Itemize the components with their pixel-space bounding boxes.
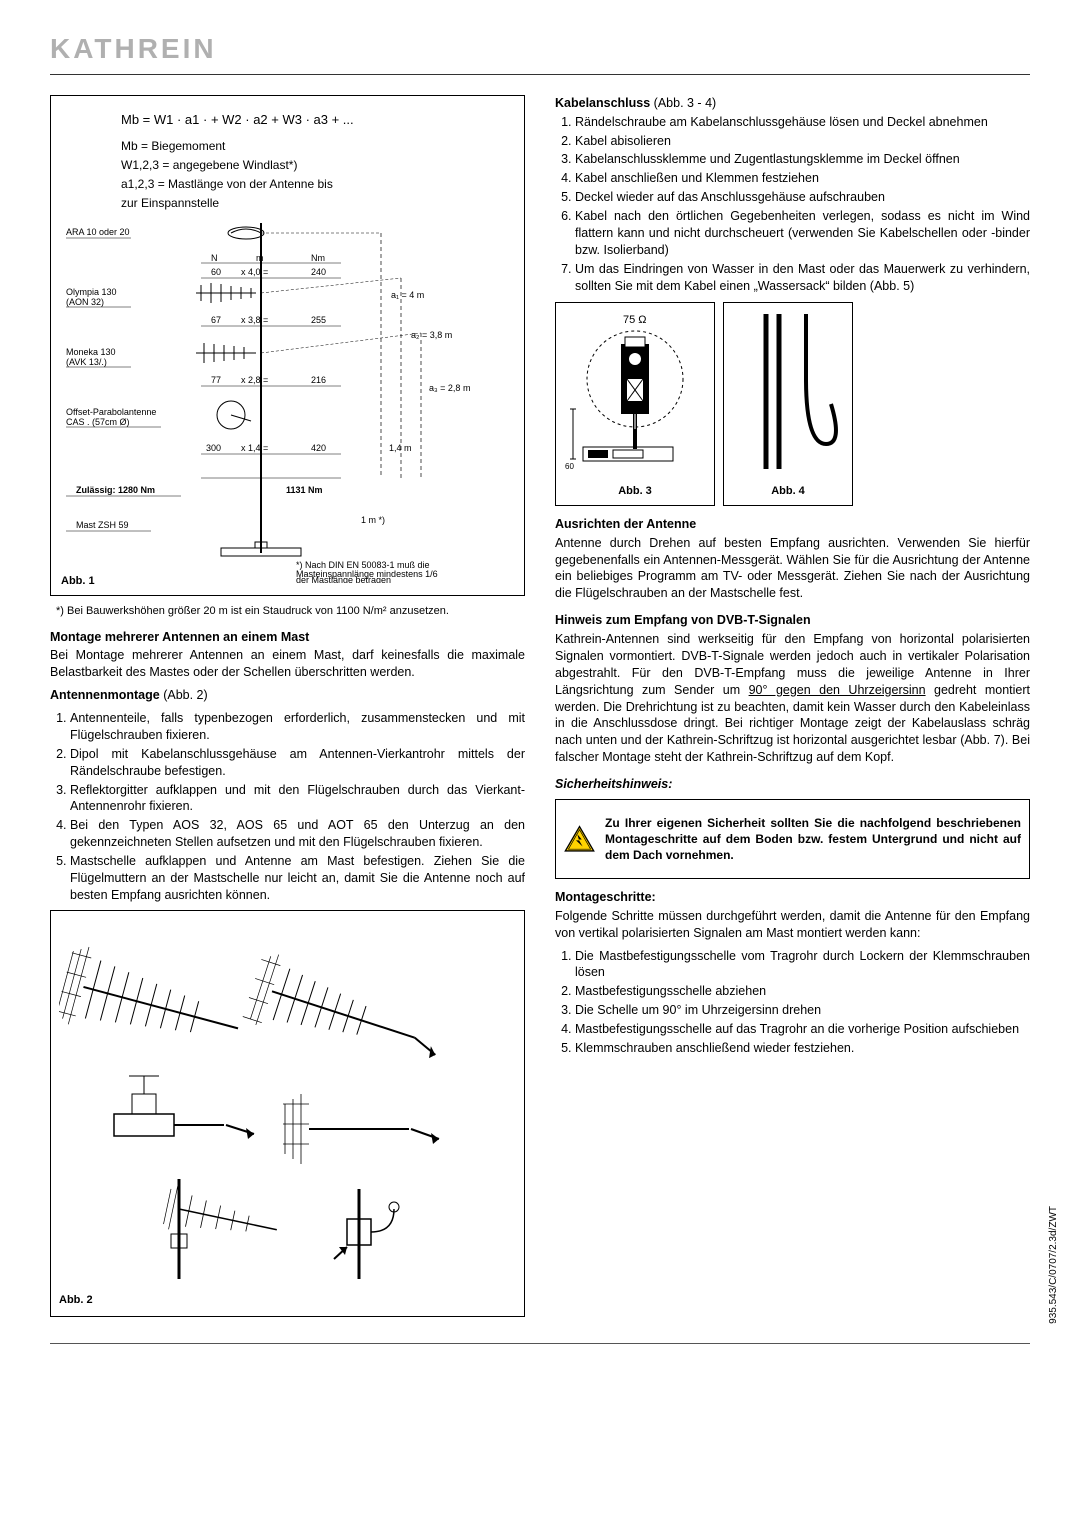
heading-kabel-ref: (Abb. 3 - 4) xyxy=(650,96,716,110)
svg-text:N: N xyxy=(211,253,218,263)
safety-text: Zu Ihrer eigenen Sicherheit sollten Sie … xyxy=(605,815,1021,864)
legend-0: Mb = Biegemoment xyxy=(121,137,514,156)
list-item: Kabelanschlussklemme und Zugentlastungsk… xyxy=(575,151,1030,168)
heading-multi-mount: Montage mehrerer Antennen an einem Mast xyxy=(50,629,525,646)
footer-rule xyxy=(50,1343,1030,1344)
svg-text:Mast ZSH 59: Mast ZSH 59 xyxy=(76,520,129,530)
svg-text:60: 60 xyxy=(211,267,221,277)
heading-kabel: Kabelanschluss xyxy=(555,96,650,110)
svg-text:der Mastlänge betragen: der Mastlänge betragen xyxy=(296,575,391,583)
svg-text:a₃ = 2,8 m: a₃ = 2,8 m xyxy=(429,383,470,393)
svg-text:255: 255 xyxy=(311,315,326,325)
left-column: Mb = W1 · a1 · + W2 · a2 + W3 · a3 + ...… xyxy=(50,95,525,1325)
legend-1: W1,2,3 = angegebene Windlast*) xyxy=(121,156,514,175)
fig4-label: Abb. 4 xyxy=(730,484,846,499)
formula-main: Mb = W1 · a1 · + W2 · a2 + W3 · a3 + ... xyxy=(121,110,514,131)
svg-text:a₁ = 4 m: a₁ = 4 m xyxy=(391,290,424,300)
heading-sicherheit: Sicherheitshinweis: xyxy=(555,776,1030,793)
right-column: Kabelanschluss (Abb. 3 - 4) Rändelschrau… xyxy=(555,95,1030,1325)
svg-text:300: 300 xyxy=(206,443,221,453)
svg-text:Olympia 130: Olympia 130 xyxy=(66,287,117,297)
svg-text:ARA 10 oder 20: ARA 10 oder 20 xyxy=(66,227,130,237)
heading-kabel-line: Kabelanschluss (Abb. 3 - 4) xyxy=(555,95,1030,112)
heading-antennenmontage: Antennenmontage xyxy=(50,688,160,702)
p-dvbt-underline: 90° gegen den Uhrzeigersinn xyxy=(749,683,926,697)
svg-text:1131 Nm: 1131 Nm xyxy=(286,485,323,495)
p-multi-mount: Bei Montage mehrerer Antennen an einem M… xyxy=(50,647,525,681)
p-ausrichten: Antenne durch Drehen auf besten Empfang … xyxy=(555,535,1030,603)
svg-text:67: 67 xyxy=(211,315,221,325)
fig2-label: Abb. 2 xyxy=(59,1293,516,1308)
footnote-staudruck: *) Bei Bauwerkshöhen größer 20 m ist ein… xyxy=(68,604,525,619)
heading-antennenmontage-ref: (Abb. 2) xyxy=(160,688,208,702)
svg-text:x 3,8 =: x 3,8 = xyxy=(241,315,268,325)
list-item: Mastbefestigungsschelle abziehen xyxy=(575,983,1030,1000)
svg-text:77: 77 xyxy=(211,375,221,385)
list-item: Antennenteile, falls typenbezogen erford… xyxy=(70,710,525,744)
svg-text:Zulässig: 1280 Nm: Zulässig: 1280 Nm xyxy=(76,485,155,495)
legend-2: a1,2,3 = Mastlänge von der Antenne bis xyxy=(121,175,514,194)
formula-block: Mb = W1 · a1 · + W2 · a2 + W3 · a3 + ...… xyxy=(61,106,514,224)
svg-text:m: m xyxy=(256,253,264,263)
list-item: Deckel wieder auf das Anschlussgehäuse a… xyxy=(575,189,1030,206)
svg-text:x 1,4 =: x 1,4 = xyxy=(241,443,268,453)
svg-text:420: 420 xyxy=(311,443,326,453)
svg-text:240: 240 xyxy=(311,267,326,277)
list-item: Bei den Typen AOS 32, AOS 65 und AOT 65 … xyxy=(70,817,525,851)
safety-box: Zu Ihrer eigenen Sicherheit sollten Sie … xyxy=(555,799,1030,879)
list-item: Mastbefestigungsschelle auf das Tragrohr… xyxy=(575,1021,1030,1038)
legend-3: zur Einspannstelle xyxy=(121,194,514,213)
svg-text:Nm: Nm xyxy=(311,253,325,263)
figure-4: Abb. 4 xyxy=(723,302,853,505)
list-item: Kabel anschließen und Klemmen festziehen xyxy=(575,170,1030,187)
list-item: Klemmschrauben anschließend wieder festz… xyxy=(575,1040,1030,1057)
svg-text:a₂ = 3,8 m: a₂ = 3,8 m xyxy=(411,330,452,340)
p-montageschritte: Folgende Schritte müssen durchgeführt we… xyxy=(555,908,1030,942)
heading-ausrichten: Ausrichten der Antenne xyxy=(555,516,1030,533)
list-item: Dipol mit Kabelanschlussgehäuse am Anten… xyxy=(70,746,525,780)
list-item: Die Mastbefestigungsschelle vom Tragrohr… xyxy=(575,948,1030,982)
figure-3: 75 Ω xyxy=(555,302,715,505)
list-item: Rändelschraube am Kabelanschlussgehäuse … xyxy=(575,114,1030,131)
svg-text:Offset-Parabolantenne: Offset-Parabolantenne xyxy=(66,407,156,417)
svg-text:1,4 m: 1,4 m xyxy=(389,443,412,453)
list-kabel: Rändelschraube am Kabelanschlussgehäuse … xyxy=(555,114,1030,295)
list-antennenmontage: Antennenteile, falls typenbezogen erford… xyxy=(50,710,525,904)
svg-text:CAS . (57cm Ø): CAS . (57cm Ø) xyxy=(66,417,130,427)
heading-montageschritte: Montageschritte: xyxy=(555,889,1030,906)
svg-text:216: 216 xyxy=(311,375,326,385)
svg-text:1 m *): 1 m *) xyxy=(361,515,385,525)
svg-text:x 2,8 =: x 2,8 = xyxy=(241,375,268,385)
fig3-label: Abb. 3 xyxy=(562,484,708,499)
brand-logo: KATHREIN xyxy=(50,30,1030,75)
list-item: Kabel abisolieren xyxy=(575,133,1030,150)
list-item: Um das Eindringen von Wasser in den Mast… xyxy=(575,261,1030,295)
svg-text:x 4,0 =: x 4,0 = xyxy=(241,267,268,277)
document-code: 935.543/C/0707/2.3d/ZWT xyxy=(1047,1206,1061,1324)
figure-2: Abb. 2 xyxy=(50,910,525,1317)
p-dvbt: Kathrein-Antennen sind werkseitig für de… xyxy=(555,631,1030,766)
heading-dvbt: Hinweis zum Empfang von DVB-T-Signalen xyxy=(555,612,1030,629)
svg-text:(AVK 13/.): (AVK 13/.) xyxy=(66,357,107,367)
figure-2-diagram xyxy=(59,919,489,1289)
figure-1-diagram: ARA 10 oder 20 N m Nm 60 x 4,0 = 240 xyxy=(61,223,491,583)
list-item: Reﬂektorgitter aufklappen und mit den Fl… xyxy=(70,782,525,816)
svg-text:60: 60 xyxy=(565,462,574,471)
svg-text:Moneka 130: Moneka 130 xyxy=(66,347,116,357)
list-item: Die Schelle um 90° im Uhrzeigersinn dreh… xyxy=(575,1002,1030,1019)
svg-text:75 Ω: 75 Ω xyxy=(623,314,647,326)
figure-1: Mb = W1 · a1 · + W2 · a2 + W3 · a3 + ...… xyxy=(50,95,525,596)
list-item: Kabel nach den örtlichen Gegebenheiten v… xyxy=(575,208,1030,259)
warning-icon xyxy=(564,808,595,870)
svg-text:(AON 32): (AON 32) xyxy=(66,297,104,307)
list-montageschritte: Die Mastbefestigungsschelle vom Tragrohr… xyxy=(555,948,1030,1057)
heading-antennenmontage-line: Antennenmontage (Abb. 2) xyxy=(50,687,525,704)
list-item: Mastschelle aufklappen und Antenne am Ma… xyxy=(70,853,525,904)
